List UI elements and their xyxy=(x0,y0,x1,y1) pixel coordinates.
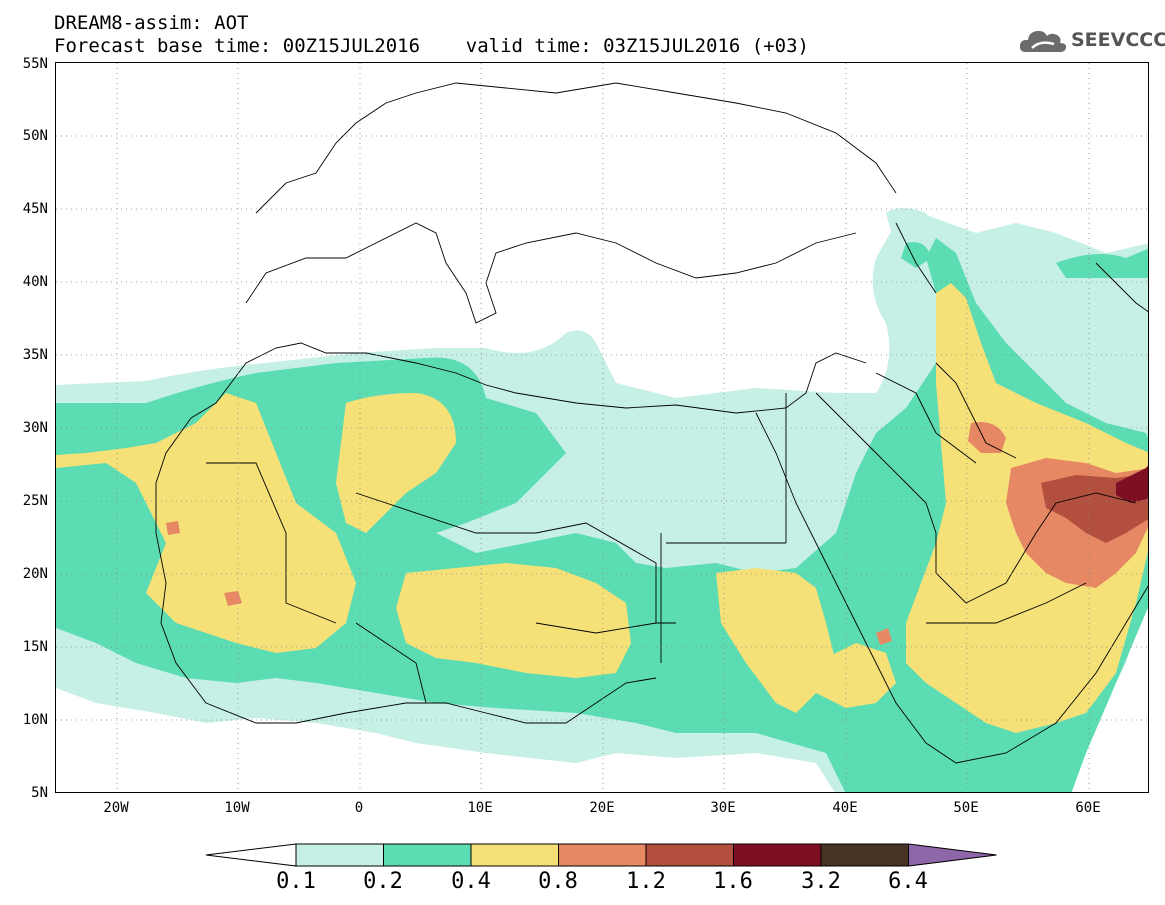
lat-label-25n: 25N xyxy=(22,493,48,509)
lon-label-50e: 50E xyxy=(953,800,979,816)
aot-map xyxy=(55,62,1149,793)
colorbar-segment-0.8 xyxy=(558,843,647,867)
colorbar-segment-3.2 xyxy=(820,843,909,867)
colorbar-label-6.4: 6.4 xyxy=(888,869,928,894)
colorbar-label-1.2: 1.2 xyxy=(626,869,666,894)
colorbar-segment-0.4 xyxy=(470,843,559,867)
lat-label-45n: 45N xyxy=(22,201,48,217)
lon-label-10e: 10E xyxy=(467,800,493,816)
colorbar-segment-1.2 xyxy=(645,843,734,867)
colorbar-label-0.8: 0.8 xyxy=(538,869,578,894)
lon-label-40e: 40E xyxy=(832,800,858,816)
lat-label-5n: 5N xyxy=(31,785,48,801)
colorbar-segment-0.2 xyxy=(383,843,472,867)
colorbar-label-0.4: 0.4 xyxy=(451,869,491,894)
colorbar-label-0.2: 0.2 xyxy=(363,869,403,894)
colorbar-segment-0.1 xyxy=(295,843,384,867)
grid xyxy=(56,63,1148,792)
seevccc-logo: SEEVCCC xyxy=(1018,24,1165,58)
map-canvas xyxy=(56,63,1148,792)
lon-label-60e: 60E xyxy=(1075,800,1101,816)
aot-band-1.6-3.2 xyxy=(1116,465,1148,503)
coastlines-borders xyxy=(155,82,1148,764)
time-info: Forecast base time: 00Z15JUL2016 valid t… xyxy=(54,35,809,57)
colorbar-label-3.2: 3.2 xyxy=(801,869,841,894)
lat-label-40n: 40N xyxy=(22,274,48,290)
lon-label-20e: 20E xyxy=(589,800,615,816)
colorbar xyxy=(205,843,997,867)
product-title: DREAM8-assim: AOT xyxy=(54,12,249,34)
lat-label-55n: 55N xyxy=(22,56,48,72)
lon-label-20w: 20W xyxy=(103,800,129,816)
lat-label-15n: 15N xyxy=(22,639,48,655)
lat-label-50n: 50N xyxy=(22,128,48,144)
lon-label-10w: 10W xyxy=(224,800,250,816)
colorbar-segment-1.6 xyxy=(733,843,822,867)
colorbar-label-0.1: 0.1 xyxy=(276,869,316,894)
colorbar-label-1.6: 1.6 xyxy=(713,869,753,894)
lat-label-35n: 35N xyxy=(22,347,48,363)
lon-label-0: 0 xyxy=(354,800,364,816)
lon-label-30e: 30E xyxy=(710,800,736,816)
colorbar-segment-above-6.4 xyxy=(908,843,997,867)
cloud-icon xyxy=(1019,30,1067,52)
lat-label-10n: 10N xyxy=(22,712,48,728)
logo-text: SEEVCCC xyxy=(1071,29,1165,51)
colorbar-segment-below-0.1 xyxy=(205,843,297,867)
lat-label-20n: 20N xyxy=(22,566,48,582)
lat-label-30n: 30N xyxy=(22,420,48,436)
